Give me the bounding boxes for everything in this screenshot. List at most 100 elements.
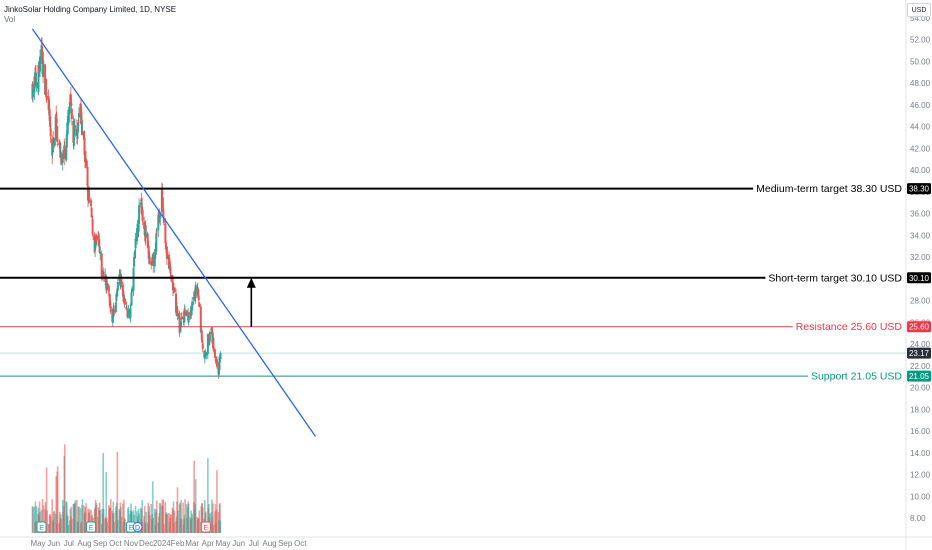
candle-body	[55, 118, 58, 124]
price-tick-label: 52.00	[910, 36, 931, 45]
volume-bar	[184, 499, 186, 533]
time-tick-label: Apr	[202, 539, 215, 548]
candle-body	[136, 223, 139, 228]
price-tick-label: 44.00	[910, 123, 931, 132]
volume-bar	[67, 516, 69, 533]
volume-bar	[212, 503, 214, 533]
candle	[47, 89, 50, 115]
volume-bar	[172, 501, 175, 533]
price-tick-label: 54.00	[910, 14, 931, 23]
volume-bar	[141, 500, 143, 533]
candle	[164, 239, 167, 254]
candle-body	[35, 82, 38, 86]
candle-body	[186, 313, 189, 315]
candle-body	[134, 238, 137, 249]
candle	[116, 277, 119, 297]
candle-body	[155, 233, 158, 252]
candle-body	[58, 141, 61, 144]
volume-bar	[151, 481, 154, 533]
candle-body	[178, 312, 181, 333]
candle	[92, 232, 95, 241]
candle-body	[162, 218, 165, 223]
volume-bar	[51, 499, 53, 533]
candle-body	[39, 56, 42, 72]
candle	[161, 183, 164, 196]
candle-body	[127, 309, 130, 313]
candle	[53, 137, 56, 148]
candle-body	[125, 308, 128, 310]
volume-bar	[159, 503, 162, 533]
candle-body	[42, 64, 45, 77]
candle	[127, 304, 130, 319]
time-tick-label: Feb	[171, 539, 185, 548]
price-tick-label: 10.00	[910, 492, 931, 501]
candle-body	[86, 167, 89, 187]
candle	[120, 274, 123, 287]
volume-bar	[219, 520, 222, 533]
trendline	[31, 28, 317, 437]
candle-body	[85, 158, 88, 167]
price-tick-label: 22.00	[910, 362, 931, 371]
candle-body	[112, 306, 115, 308]
level-label-bg	[792, 320, 906, 335]
candle	[212, 333, 215, 353]
candle-body	[164, 223, 167, 244]
candle-body	[213, 349, 216, 358]
level-target-1: Short-term target 30.10 USD	[0, 271, 906, 286]
candle-body	[59, 142, 62, 158]
candle	[31, 82, 34, 103]
price-tick-label: 48.00	[910, 79, 931, 88]
event-letter: E	[39, 525, 44, 532]
time-tick-label: Aug	[77, 539, 91, 548]
candle-body	[65, 149, 68, 161]
candle	[73, 118, 76, 135]
candle	[35, 72, 38, 92]
candle-body	[171, 275, 174, 284]
volume-bar	[113, 521, 116, 533]
candle	[91, 213, 94, 220]
candle-body	[33, 76, 36, 93]
candle	[159, 214, 162, 226]
candle-body	[192, 296, 195, 300]
candle	[108, 293, 111, 309]
volume-bar	[102, 508, 105, 533]
volume-bar	[177, 511, 179, 533]
candle-body	[134, 250, 137, 259]
price-tag-bg	[907, 272, 931, 284]
volume-bar	[40, 509, 43, 533]
candle	[146, 231, 149, 249]
volume-bar	[219, 503, 221, 533]
candle	[160, 182, 163, 214]
volume-bar	[123, 499, 125, 533]
candle	[49, 112, 52, 130]
time-tick-label: Jun	[47, 539, 60, 548]
volume-legend: Vol	[4, 15, 16, 24]
time-tick-label: May	[30, 539, 45, 548]
time-tick-label: Nov	[124, 539, 138, 548]
candle-body	[197, 296, 200, 301]
volume-bar	[41, 499, 44, 533]
volume-bar	[56, 466, 59, 533]
candle-body	[109, 306, 112, 312]
currency-button[interactable]: USD	[907, 3, 931, 17]
candle	[88, 196, 91, 203]
candle-body	[116, 282, 119, 291]
candle-body	[115, 291, 118, 295]
price-tick-label: 24.00	[910, 340, 931, 349]
price-tick-label: 14.00	[910, 449, 931, 458]
candle	[148, 251, 151, 265]
candle-body	[153, 252, 156, 267]
candle-body	[138, 205, 141, 224]
candle	[56, 137, 59, 147]
volume-bar	[76, 500, 78, 533]
candle	[77, 107, 80, 127]
candle-body	[61, 153, 64, 163]
volume-bar	[162, 499, 165, 533]
candle	[180, 312, 183, 321]
candle-body	[70, 103, 73, 106]
candle-body	[155, 231, 158, 233]
volume-bar	[214, 503, 217, 533]
candle-body	[175, 293, 178, 313]
candle-body	[193, 298, 196, 300]
